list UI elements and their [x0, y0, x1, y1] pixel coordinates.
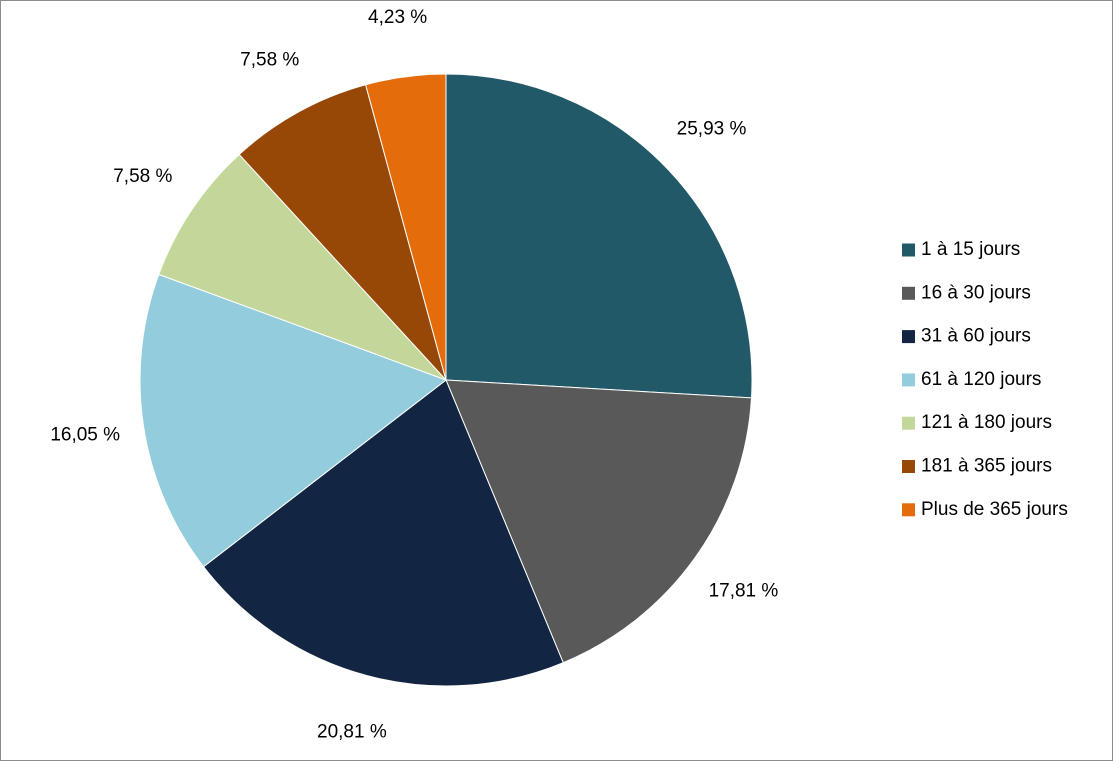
- data-label-3: 20,81 %: [317, 722, 387, 743]
- pie-slices: [139, 73, 753, 687]
- pie-data-labels: 25,93 % 17,81 % 20,81 % 16,05 % 7,58 % 7,58 %…: [50, 7, 778, 742]
- legend-label-6: 181 à 365 jours: [921, 456, 1052, 477]
- legend-swatch-6: [902, 460, 915, 473]
- legend-swatch-1: [902, 243, 915, 257]
- pie-slice-1: [445, 73, 753, 399]
- data-label-2: 17,81 %: [709, 581, 779, 602]
- data-label-5: 7,58 %: [113, 166, 172, 187]
- data-label-1: 25,93 %: [677, 119, 747, 140]
- pie-slice-4: [139, 273, 448, 568]
- pie-slice-5: [158, 153, 447, 381]
- legend-swatch-7: [902, 503, 915, 517]
- legend-label-3: 31 à 60 jours: [921, 326, 1031, 347]
- legend-swatch-4: [902, 373, 915, 387]
- legend-label-7: Plus de 365 jours: [921, 499, 1068, 520]
- data-label-7: 4,23 %: [368, 7, 427, 28]
- pie-slice-6: [238, 84, 447, 381]
- legend-swatch-2: [902, 286, 915, 300]
- data-label-4: 16,05 %: [50, 424, 120, 445]
- legend: 1 à 15 jours 16 à 30 jours 31 à 60 jours 61…: [902, 239, 1068, 520]
- legend-label-4: 61 à 120 jours: [921, 369, 1041, 390]
- legend-label-5: 121 à 180 jours: [921, 412, 1052, 433]
- pie-slice-2: [445, 379, 753, 664]
- legend-label-2: 16 à 30 jours: [921, 282, 1031, 303]
- data-label-6: 7,58 %: [240, 49, 299, 70]
- pie-slice-7: [365, 73, 447, 381]
- pie-slice-3: [202, 379, 564, 687]
- legend-swatch-3: [902, 330, 915, 344]
- legend-label-1: 1 à 15 jours: [921, 239, 1020, 260]
- legend-swatch-5: [902, 416, 915, 430]
